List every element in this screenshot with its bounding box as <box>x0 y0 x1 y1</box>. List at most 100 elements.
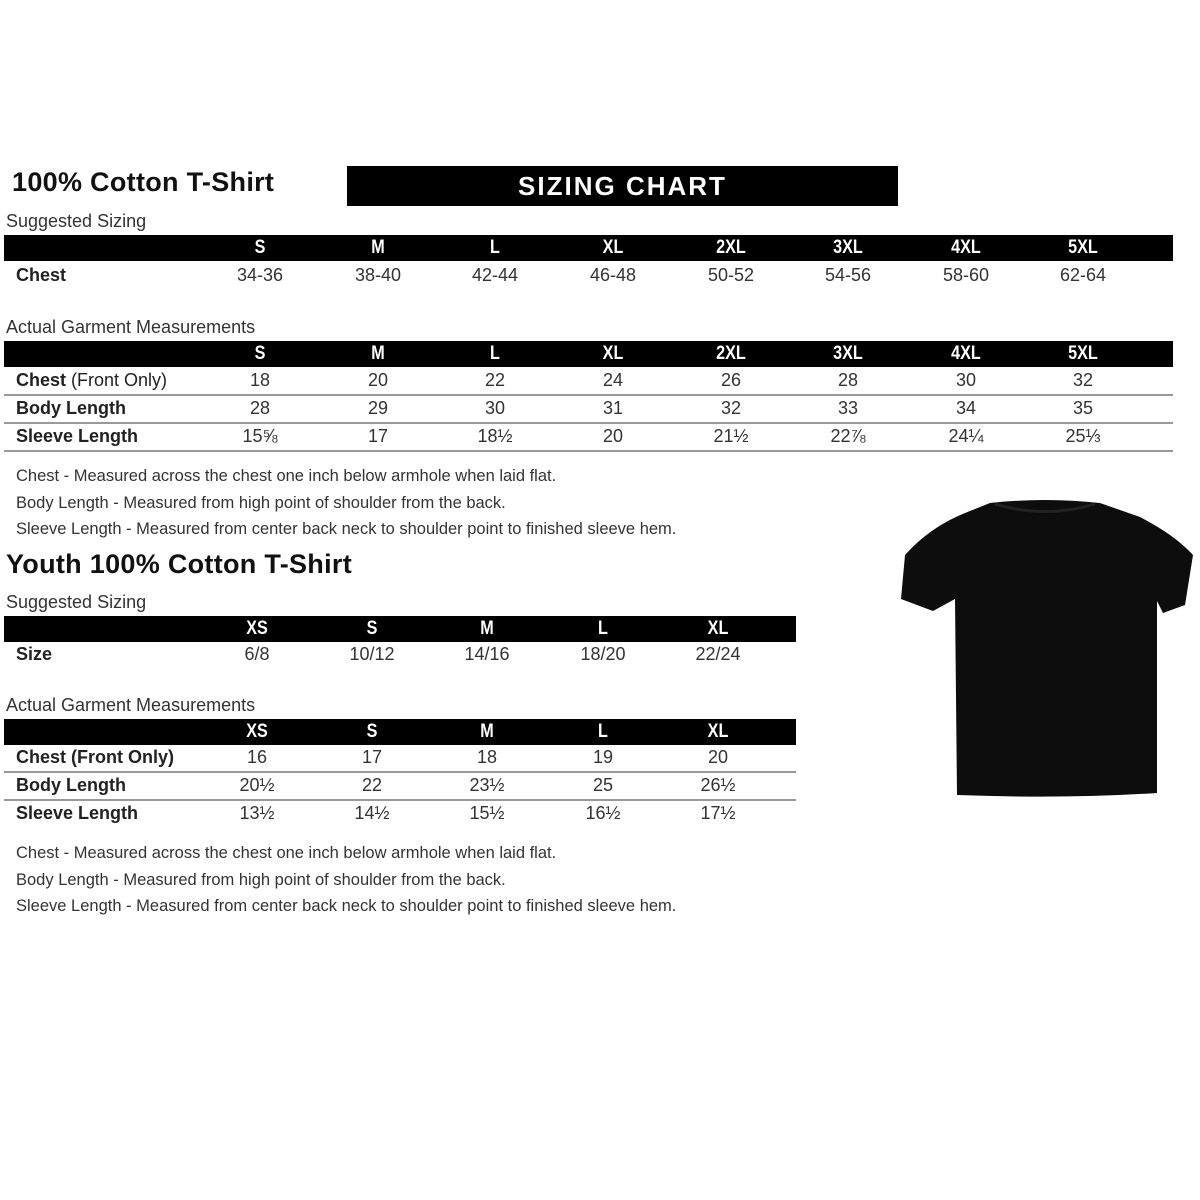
size-header: L <box>490 237 500 258</box>
row-divider <box>4 394 1173 396</box>
table-cell: 17 <box>361 747 383 767</box>
youth-title: Youth 100% Cotton T-Shirt <box>6 549 352 579</box>
table-cell: 33 <box>837 398 859 418</box>
table-cell: 24¼ <box>948 426 984 446</box>
table-cell: 15⅝ <box>242 426 278 446</box>
size-header: M <box>480 721 494 742</box>
table-cell: 31 <box>602 398 624 418</box>
size-header: M <box>480 618 494 639</box>
t-shirt-shape <box>901 500 1193 797</box>
row-divider <box>4 450 1173 452</box>
size-header: 5XL <box>1068 237 1098 258</box>
table-cell: 13½ <box>239 803 275 823</box>
table-cell: 14½ <box>354 803 390 823</box>
table-cell: 14/16 <box>464 644 510 664</box>
table-cell: 62-64 <box>1059 265 1107 285</box>
size-header: M <box>371 237 385 258</box>
adult-actual-label: Actual Garment Measurements <box>6 317 256 337</box>
table-cell: 25⅓ <box>1065 426 1101 446</box>
table-cell: 26 <box>720 370 742 390</box>
sizing-chart-banner: SIZING CHART <box>347 166 898 206</box>
table-cell: 19 <box>592 747 614 767</box>
table-cell: 20 <box>707 747 729 767</box>
size-header: XL <box>707 618 729 639</box>
table-cell: 6/8 <box>244 644 270 664</box>
table-cell: 16 <box>246 747 268 767</box>
table-cell: 26½ <box>700 775 736 795</box>
size-header: XS <box>246 721 268 742</box>
size-header: L <box>598 618 608 639</box>
size-header: 3XL <box>833 343 863 364</box>
table-cell: 34 <box>955 398 977 418</box>
size-header: M <box>371 343 385 364</box>
size-header: XS <box>246 618 268 639</box>
row-label: Size <box>16 644 53 664</box>
table-cell: 38-40 <box>354 265 402 285</box>
note-line: Chest - Measured across the chest one in… <box>16 844 557 862</box>
table-cell: 20½ <box>239 775 275 795</box>
table-cell: 22/24 <box>695 644 741 664</box>
header-bar <box>4 341 1173 367</box>
note-line: Chest - Measured across the chest one in… <box>16 467 557 485</box>
table-cell: 30 <box>955 370 977 390</box>
size-header: S <box>366 618 378 639</box>
youth-actual-label: Actual Garment Measurements <box>6 695 256 715</box>
table-cell: 46-48 <box>589 265 637 285</box>
table-cell: 18½ <box>477 426 513 446</box>
size-header: XL <box>602 237 624 258</box>
size-header: 2XL <box>716 343 746 364</box>
size-header: 5XL <box>1068 343 1098 364</box>
table-cell: 25 <box>592 775 614 795</box>
row-label-suffix: (Front Only) <box>66 370 168 390</box>
row-label: Chest (Front Only) <box>16 747 174 767</box>
size-header: 4XL <box>951 237 981 258</box>
table-cell: 50-52 <box>707 265 755 285</box>
size-header: XL <box>707 721 729 742</box>
table-cell: 34-36 <box>236 265 284 285</box>
size-header: S <box>254 343 266 364</box>
table-cell: 22⅞ <box>830 426 866 446</box>
size-header: L <box>490 343 500 364</box>
row-divider <box>4 799 796 801</box>
table-cell: 32 <box>1072 370 1094 390</box>
table-cell: 30 <box>484 398 506 418</box>
table-cell: 21½ <box>713 426 749 446</box>
row-label: Body Length <box>16 398 126 418</box>
table-cell: 20 <box>602 426 624 446</box>
table-cell: 18/20 <box>580 644 626 664</box>
size-header: L <box>598 721 608 742</box>
row-label: Sleeve Length <box>16 426 139 446</box>
table-cell: 24 <box>602 370 624 390</box>
row-label: Sleeve Length <box>16 803 139 823</box>
size-header: 4XL <box>951 343 981 364</box>
t-shirt-image <box>901 500 1193 797</box>
adult-suggested-label: Suggested Sizing <box>6 211 147 231</box>
table-cell: 32 <box>720 398 742 418</box>
header-bar <box>4 719 796 745</box>
table-cell: 22 <box>361 775 383 795</box>
table-cell: 17½ <box>700 803 736 823</box>
size-header: S <box>366 721 378 742</box>
table-cell: 18 <box>249 370 271 390</box>
table-cell: 28 <box>837 370 859 390</box>
row-label: Chest <box>16 265 67 285</box>
table-cell: 54-56 <box>824 265 872 285</box>
table-cell: 10/12 <box>349 644 395 664</box>
table-cell: 17 <box>367 426 389 446</box>
table-cell: 20 <box>367 370 389 390</box>
row-label: Chest (Front Only) <box>16 370 168 390</box>
table-cell: 42-44 <box>471 265 519 285</box>
table-cell: 28 <box>249 398 271 418</box>
table-cell: 16½ <box>585 803 621 823</box>
note-line: Sleeve Length - Measured from center bac… <box>16 520 677 538</box>
size-header: 2XL <box>716 237 746 258</box>
table-cell: 35 <box>1072 398 1094 418</box>
table-cell: 29 <box>367 398 389 418</box>
note-line: Body Length - Measured from high point o… <box>16 493 506 512</box>
note-line: Body Length - Measured from high point o… <box>16 870 506 889</box>
row-divider <box>4 422 1173 424</box>
size-header: S <box>254 237 266 258</box>
size-header: 3XL <box>833 237 863 258</box>
youth-suggested-label: Suggested Sizing <box>6 592 147 612</box>
